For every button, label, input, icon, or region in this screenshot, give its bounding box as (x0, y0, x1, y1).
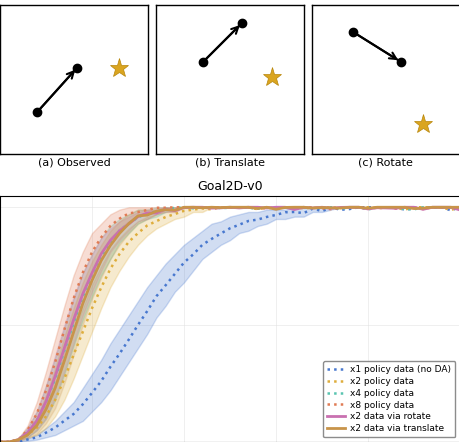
x8 policy data (337, 205, 342, 210)
x2 data via rotate (309, 206, 315, 211)
Line: x4 policy data: x4 policy data (0, 207, 459, 442)
x4 policy data (309, 206, 315, 211)
x2 policy data (144, 223, 150, 228)
x2 data via translate (135, 213, 140, 218)
Title: Goal2D-v0: Goal2D-v0 (197, 180, 262, 193)
Line: x8 policy data: x8 policy data (0, 207, 459, 442)
x8 policy data (309, 205, 315, 210)
x2 data via translate (144, 213, 150, 218)
x8 policy data (0, 439, 3, 442)
Line: x2 data via rotate: x2 data via rotate (0, 207, 459, 442)
Line: x2 policy data: x2 policy data (0, 207, 459, 442)
X-axis label: (b) Translate: (b) Translate (195, 158, 264, 168)
x8 policy data (144, 207, 150, 213)
x8 policy data (135, 210, 140, 215)
x2 data via rotate (135, 214, 140, 219)
x1 policy data (no DA) (135, 322, 140, 328)
x4 policy data (0, 439, 3, 442)
x4 policy data (98, 253, 104, 258)
x2 data via rotate (337, 205, 342, 210)
Line: x2 data via translate: x2 data via translate (0, 207, 459, 442)
x4 policy data (144, 211, 150, 216)
x8 policy data (181, 205, 186, 210)
X-axis label: (a) Observed: (a) Observed (38, 158, 110, 168)
x2 policy data (309, 205, 315, 210)
x2 data via rotate (447, 205, 453, 210)
x1 policy data (no DA) (300, 210, 306, 216)
x1 policy data (no DA) (144, 309, 150, 314)
x4 policy data (181, 205, 186, 210)
x2 data via translate (337, 206, 342, 211)
x2 policy data (337, 205, 342, 210)
x4 policy data (337, 206, 342, 212)
x2 policy data (98, 285, 104, 290)
x4 policy data (135, 215, 140, 220)
x2 data via translate (309, 206, 315, 211)
x8 policy data (456, 205, 459, 210)
x2 policy data (135, 230, 140, 236)
x2 data via translate (0, 439, 3, 442)
x4 policy data (447, 205, 453, 210)
Line: x1 policy data (no DA): x1 policy data (no DA) (0, 207, 459, 442)
X-axis label: (c) Rotate: (c) Rotate (358, 158, 412, 168)
x1 policy data (no DA) (328, 205, 333, 210)
x2 policy data (456, 206, 459, 211)
x1 policy data (no DA) (456, 205, 459, 210)
Legend: x1 policy data (no DA), x2 policy data, x4 policy data, x8 policy data, x2 data : x1 policy data (no DA), x2 policy data, … (322, 361, 454, 438)
x1 policy data (no DA) (337, 207, 342, 213)
x2 data via rotate (98, 251, 104, 256)
x1 policy data (no DA) (98, 378, 104, 384)
x2 data via translate (456, 205, 459, 210)
x8 policy data (98, 235, 104, 240)
x2 data via rotate (144, 210, 150, 216)
x2 policy data (447, 207, 453, 212)
x2 data via translate (181, 205, 186, 210)
x4 policy data (456, 206, 459, 211)
x2 data via rotate (190, 205, 196, 210)
x2 data via translate (447, 205, 453, 210)
x1 policy data (no DA) (0, 439, 3, 442)
x2 data via rotate (0, 439, 3, 442)
x8 policy data (447, 205, 453, 210)
x2 policy data (0, 439, 3, 442)
x2 policy data (218, 205, 223, 210)
x1 policy data (no DA) (447, 208, 453, 213)
x2 data via rotate (456, 207, 459, 213)
x2 data via translate (98, 258, 104, 263)
